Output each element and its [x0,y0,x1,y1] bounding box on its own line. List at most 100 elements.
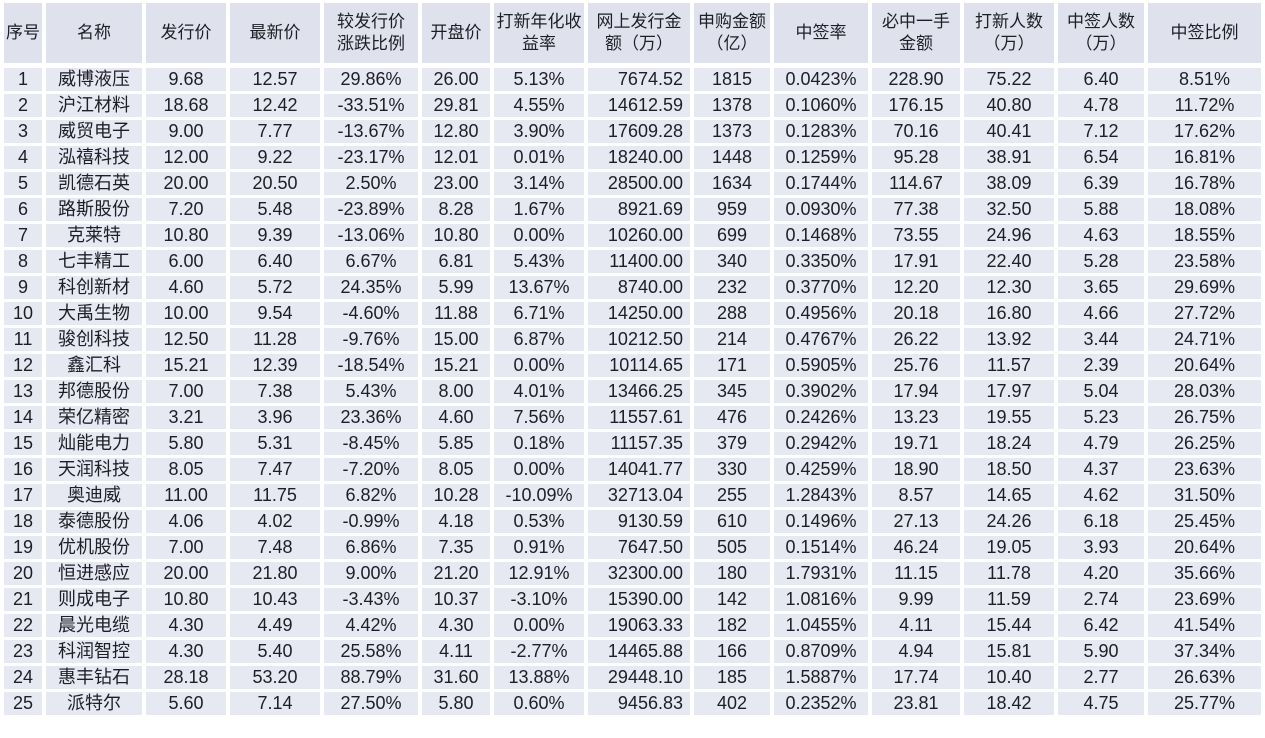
cell-annualized-return: 0.91% [494,536,584,559]
cell-annualized-return: 0.53% [494,510,584,533]
cell-change-vs-issue: 5.43% [324,380,418,403]
cell-subscription-amount: 476 [694,406,770,429]
cell-index: 9 [4,276,42,299]
cell-sure-win-amount: 228.90 [872,68,960,91]
cell-participants: 13.92 [964,328,1054,351]
cell-participants: 18.42 [964,692,1054,715]
cell-winning-ratio: 16.78% [1148,172,1261,195]
cell-name: 克莱特 [46,224,142,247]
table-row: 1 威博液压 9.68 12.57 29.86% 26.00 5.13% 7674.52 181… [4,68,1261,91]
cell-sure-win-amount: 17.94 [872,380,960,403]
cell-winners: 4.66 [1058,302,1144,325]
cell-issue-price: 11.00 [146,484,226,507]
cell-sure-win-amount: 25.76 [872,354,960,377]
cell-issue-price: 12.00 [146,146,226,169]
cell-winning-rate: 0.1283% [774,120,868,143]
cell-latest-price: 5.31 [230,432,320,455]
cell-index: 21 [4,588,42,611]
cell-sure-win-amount: 70.16 [872,120,960,143]
cell-subscription-amount: 232 [694,276,770,299]
cell-sure-win-amount: 114.67 [872,172,960,195]
cell-sure-win-amount: 12.20 [872,276,960,299]
cell-online-issue-amount: 14612.59 [588,94,690,117]
cell-winning-rate: 0.0930% [774,198,868,221]
cell-participants: 14.65 [964,484,1054,507]
table-row: 2 沪江材料 18.68 12.42 -33.51% 29.81 4.55% 14612.59… [4,94,1261,117]
cell-change-vs-issue: 24.35% [324,276,418,299]
cell-online-issue-amount: 32713.04 [588,484,690,507]
column-header-participants: 打新人数 （万） [964,3,1054,65]
cell-winners: 6.18 [1058,510,1144,533]
cell-index: 15 [4,432,42,455]
cell-change-vs-issue: 29.86% [324,68,418,91]
cell-winning-ratio: 26.25% [1148,432,1261,455]
cell-issue-price: 4.30 [146,640,226,663]
cell-online-issue-amount: 8740.00 [588,276,690,299]
cell-winning-rate: 0.2942% [774,432,868,455]
cell-subscription-amount: 340 [694,250,770,273]
cell-sure-win-amount: 95.28 [872,146,960,169]
cell-winning-rate: 0.2352% [774,692,868,715]
cell-open-price: 12.80 [422,120,490,143]
cell-open-price: 7.35 [422,536,490,559]
cell-issue-price: 5.80 [146,432,226,455]
cell-annualized-return: 0.01% [494,146,584,169]
cell-winning-rate: 0.3350% [774,250,868,273]
cell-subscription-amount: 1448 [694,146,770,169]
cell-name: 凯德石英 [46,172,142,195]
cell-name: 则成电子 [46,588,142,611]
cell-open-price: 12.01 [422,146,490,169]
cell-subscription-amount: 345 [694,380,770,403]
cell-annualized-return: 13.67% [494,276,584,299]
cell-index: 18 [4,510,42,533]
cell-open-price: 8.28 [422,198,490,221]
cell-name: 科润智控 [46,640,142,663]
cell-subscription-amount: 255 [694,484,770,507]
cell-annualized-return: 6.87% [494,328,584,351]
cell-annualized-return: -2.77% [494,640,584,663]
table-row: 7 克莱特 10.80 9.39 -13.06% 10.80 0.00% 10260.00 69… [4,224,1261,247]
cell-winning-ratio: 20.64% [1148,354,1261,377]
column-header-subscription-amount: 申购金额 （亿） [694,3,770,65]
cell-winners: 6.54 [1058,146,1144,169]
cell-change-vs-issue: -3.43% [324,588,418,611]
cell-subscription-amount: 166 [694,640,770,663]
cell-change-vs-issue: -9.76% [324,328,418,351]
cell-issue-price: 4.06 [146,510,226,533]
cell-name: 路斯股份 [46,198,142,221]
cell-latest-price: 7.47 [230,458,320,481]
cell-open-price: 4.18 [422,510,490,533]
cell-winning-ratio: 11.72% [1148,94,1261,117]
cell-participants: 40.80 [964,94,1054,117]
cell-annualized-return: 0.00% [494,224,584,247]
cell-issue-price: 7.20 [146,198,226,221]
cell-index: 3 [4,120,42,143]
column-header-name: 名称 [46,3,142,65]
cell-index: 17 [4,484,42,507]
cell-winners: 5.28 [1058,250,1144,273]
cell-index: 4 [4,146,42,169]
cell-latest-price: 7.48 [230,536,320,559]
cell-subscription-amount: 379 [694,432,770,455]
cell-winning-ratio: 17.62% [1148,120,1261,143]
cell-subscription-amount: 330 [694,458,770,481]
cell-index: 12 [4,354,42,377]
cell-sure-win-amount: 27.13 [872,510,960,533]
cell-index: 23 [4,640,42,663]
table-row: 15 灿能电力 5.80 5.31 -8.45% 5.85 0.18% 11157.35 379… [4,432,1261,455]
cell-issue-price: 7.00 [146,380,226,403]
cell-subscription-amount: 288 [694,302,770,325]
cell-winning-rate: 0.3902% [774,380,868,403]
cell-name: 泓禧科技 [46,146,142,169]
cell-change-vs-issue: 23.36% [324,406,418,429]
cell-participants: 11.57 [964,354,1054,377]
cell-annualized-return: 0.60% [494,692,584,715]
cell-online-issue-amount: 14041.77 [588,458,690,481]
cell-latest-price: 21.80 [230,562,320,585]
cell-change-vs-issue: -18.54% [324,354,418,377]
cell-participants: 75.22 [964,68,1054,91]
cell-winners: 5.88 [1058,198,1144,221]
table-row: 25 派特尔 5.60 7.14 27.50% 5.80 0.60% 9456.83 402 0.… [4,692,1261,715]
cell-index: 19 [4,536,42,559]
cell-online-issue-amount: 9130.59 [588,510,690,533]
